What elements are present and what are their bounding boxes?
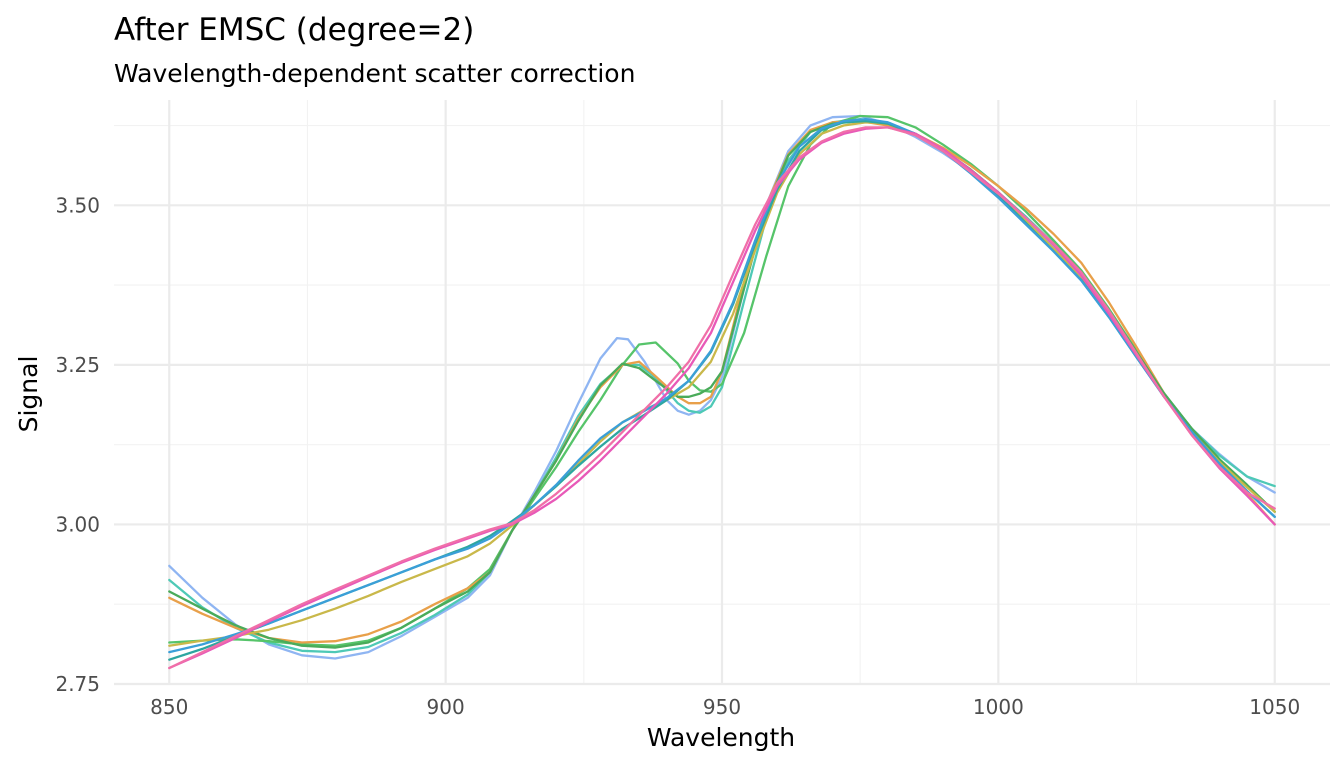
chart-subtitle: Wavelength-dependent scatter correction — [114, 59, 635, 88]
x-axis-title: Wavelength — [647, 723, 795, 752]
series-line-4 — [168, 119, 1276, 644]
x-tick-label: 900 — [427, 695, 465, 719]
x-tick-label: 950 — [703, 695, 741, 719]
y-tick-label: 2.75 — [55, 672, 100, 696]
major-gridlines — [114, 100, 1330, 686]
x-tick-label: 850 — [150, 695, 188, 719]
y-axis-title: Signal — [14, 356, 43, 433]
y-tick-label: 3.50 — [55, 193, 100, 217]
chart-title: After EMSC (degree=2) — [114, 12, 474, 48]
series-layer — [168, 114, 1276, 670]
y-tick-label: 3.00 — [55, 512, 100, 536]
x-tick-label: 1050 — [1249, 695, 1300, 719]
series-line-10 — [168, 126, 1276, 670]
x-tick-label: 1000 — [973, 695, 1024, 719]
y-axis-ticks: 2.75 3.00 3.25 3.50 — [55, 193, 100, 696]
x-axis-ticks: 850 900 950 1000 1050 — [150, 695, 1300, 719]
series-line-8 — [168, 117, 1276, 654]
y-tick-label: 3.25 — [55, 353, 100, 377]
